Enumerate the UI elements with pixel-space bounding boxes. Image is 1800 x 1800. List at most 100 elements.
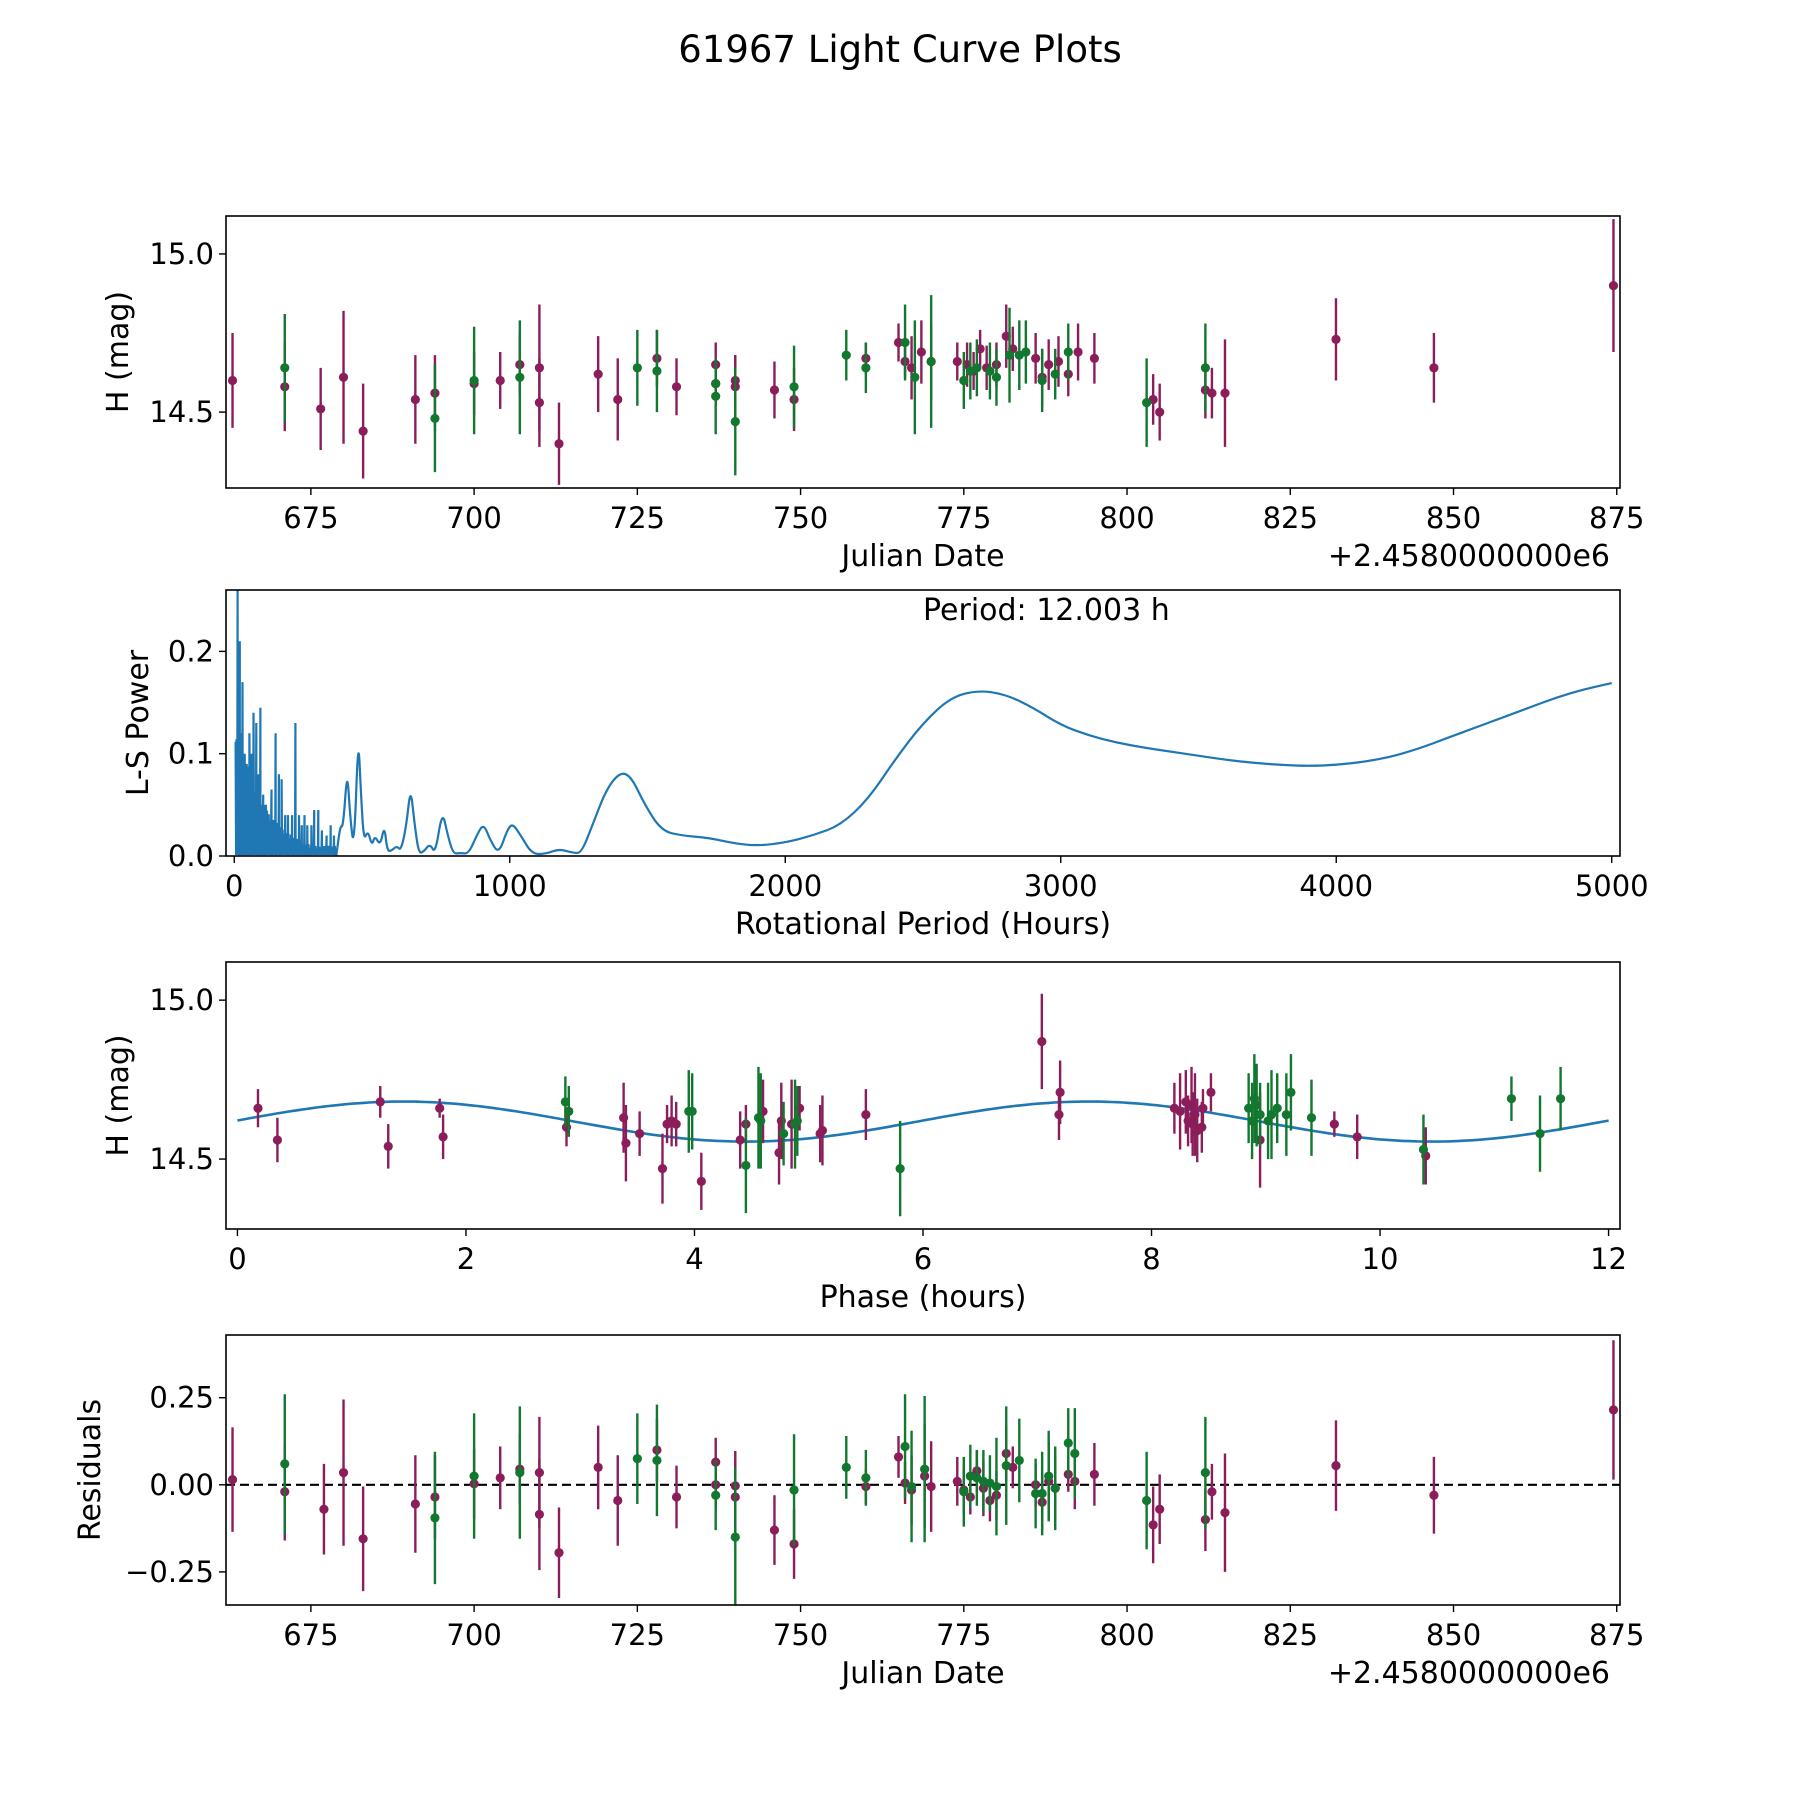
data-point-filter-a bbox=[893, 337, 904, 348]
data-point-filter-a bbox=[227, 1474, 238, 1485]
data-point-filter-a bbox=[952, 356, 962, 367]
data-point-filter-b bbox=[926, 356, 936, 367]
x-offset-text: +2.4580000000e6 bbox=[1328, 539, 1610, 574]
data-point-filter-a bbox=[815, 1129, 825, 1139]
x-tick-label: 4000 bbox=[1299, 869, 1373, 903]
data-point-filter-b bbox=[1306, 1113, 1317, 1123]
data-point-filter-a bbox=[1175, 1106, 1185, 1116]
data-point-filter-a bbox=[593, 369, 603, 379]
data-point-filter-b bbox=[1004, 350, 1015, 360]
data-point-filter-a bbox=[1054, 1109, 1064, 1120]
data-point-filter-a bbox=[1044, 360, 1054, 370]
y-tick-label: 15.0 bbox=[149, 237, 214, 271]
data-point-filter-a bbox=[769, 385, 780, 395]
data-point-filter-a bbox=[861, 1109, 871, 1120]
data-point-filter-b bbox=[972, 363, 982, 373]
data-point-filter-a bbox=[338, 372, 349, 382]
x-tick-label: 825 bbox=[1263, 1618, 1318, 1652]
data-point-filter-b bbox=[515, 372, 525, 382]
data-point-filter-b bbox=[469, 1471, 479, 1481]
y-axis-label: Residuals bbox=[73, 1399, 108, 1541]
x-tick-label: 675 bbox=[283, 1618, 338, 1652]
data-point-filter-a bbox=[1331, 1461, 1341, 1471]
data-point-filter-b bbox=[1200, 1468, 1210, 1478]
data-point-filter-a bbox=[613, 394, 623, 405]
data-point-filter-b bbox=[430, 413, 440, 424]
data-point-filter-a bbox=[495, 1473, 505, 1483]
data-point-filter-a bbox=[495, 375, 505, 386]
x-offset-text: +2.4580000000e6 bbox=[1328, 1656, 1610, 1691]
y-axis-label: L-S Power bbox=[121, 649, 156, 796]
data-point-filter-b bbox=[841, 1462, 851, 1472]
panel-residuals: 675 700 725 750 775 800 825 850 875 −0.25 0.00 0.25… bbox=[73, 1334, 1644, 1691]
x-tick-label: 750 bbox=[773, 501, 828, 535]
data-point-filter-b bbox=[711, 1490, 721, 1500]
axes-frame bbox=[225, 589, 1621, 857]
data-point-filter-a bbox=[926, 1481, 936, 1492]
data-point-filter-a bbox=[593, 1462, 603, 1472]
plot-area bbox=[226, 1340, 1620, 1605]
x-tick-label: 10 bbox=[1362, 1242, 1399, 1276]
x-tick-label: 8 bbox=[1142, 1242, 1160, 1276]
x-tick-label: 875 bbox=[1589, 1618, 1644, 1652]
data-point-filter-a bbox=[769, 1525, 780, 1535]
data-point-filter-a bbox=[1206, 1087, 1216, 1097]
data-point-filter-b bbox=[1001, 1461, 1011, 1471]
axes-frame bbox=[225, 215, 1621, 489]
data-point-filter-a bbox=[316, 404, 326, 414]
panel-phase: 0 2 4 6 8 10 12 14.5 15.0 Phase (hours) H (mag) bbox=[101, 961, 1627, 1315]
data-point-filter-b bbox=[959, 375, 969, 386]
data-point-filter-a bbox=[383, 1141, 393, 1151]
data-point-filter-a bbox=[1220, 1508, 1230, 1518]
x-axis-label: Rotational Period (Hours) bbox=[735, 907, 1111, 942]
data-point-filter-b bbox=[632, 1454, 642, 1464]
data-point-filter-a bbox=[1608, 280, 1619, 291]
data-point-filter-a bbox=[1429, 363, 1439, 373]
data-point-filter-b bbox=[900, 337, 910, 348]
data-point-filter-b bbox=[1418, 1144, 1429, 1155]
x-tick-label: 850 bbox=[1426, 501, 1481, 535]
x-tick-label: 6 bbox=[914, 1242, 932, 1276]
x-tick-label: 1000 bbox=[473, 869, 547, 903]
x-tick-label: 775 bbox=[936, 1618, 991, 1652]
data-point-filter-a bbox=[1352, 1132, 1362, 1142]
data-point-filter-b bbox=[1200, 363, 1210, 373]
periodogram-dense-spikes bbox=[234, 590, 338, 856]
panel-periodogram: 0 1000 2000 3000 4000 5000 0.0 0.1 0.2 Rotational… bbox=[121, 589, 1649, 942]
data-point-filter-a bbox=[534, 1509, 545, 1520]
data-point-filter-b bbox=[1044, 1471, 1054, 1481]
y-tick-label: 14.5 bbox=[149, 395, 214, 429]
data-point-filter-b bbox=[900, 1441, 910, 1452]
data-point-filter-a bbox=[410, 394, 420, 405]
x-axis-label: Julian Date bbox=[839, 1656, 1004, 1691]
data-point-filter-b bbox=[1014, 1455, 1024, 1466]
data-point-filter-b bbox=[1037, 375, 1047, 386]
data-point-filter-b bbox=[861, 1473, 871, 1483]
x-tick-label: 2000 bbox=[748, 869, 822, 903]
panel-lightcurve: 675 700 725 750 775 800 825 850 875 14.5 15.0 Julia… bbox=[101, 215, 1644, 574]
data-point-filter-b bbox=[652, 1455, 662, 1466]
data-point-filter-b bbox=[792, 1116, 802, 1126]
y-tick-label: 0.1 bbox=[168, 737, 214, 771]
data-point-filter-b bbox=[1506, 1094, 1517, 1104]
data-point-filter-b bbox=[756, 1116, 766, 1126]
data-point-filter-a bbox=[671, 1492, 682, 1502]
data-point-filter-b bbox=[959, 1487, 969, 1497]
x-tick-label: 2 bbox=[457, 1242, 475, 1276]
data-point-filter-b bbox=[991, 372, 1002, 382]
data-point-filter-b bbox=[1281, 1109, 1291, 1120]
data-point-filter-a bbox=[410, 1499, 420, 1509]
data-point-filter-b bbox=[985, 366, 995, 376]
data-point-filter-b bbox=[687, 1106, 697, 1116]
data-point-filter-b bbox=[515, 1468, 525, 1478]
data-point-filter-b bbox=[1063, 1438, 1073, 1448]
x-axis-label: Julian Date bbox=[839, 539, 1004, 574]
x-tick-label: 700 bbox=[446, 1618, 501, 1652]
data-point-filter-a bbox=[227, 375, 238, 386]
data-point-filter-b bbox=[779, 1129, 789, 1139]
data-point-filter-b bbox=[920, 1464, 930, 1474]
axes-frame bbox=[225, 1334, 1621, 1606]
data-point-filter-b bbox=[1050, 369, 1060, 379]
x-tick-label: 675 bbox=[283, 501, 338, 535]
data-point-filter-a bbox=[1198, 1103, 1208, 1113]
